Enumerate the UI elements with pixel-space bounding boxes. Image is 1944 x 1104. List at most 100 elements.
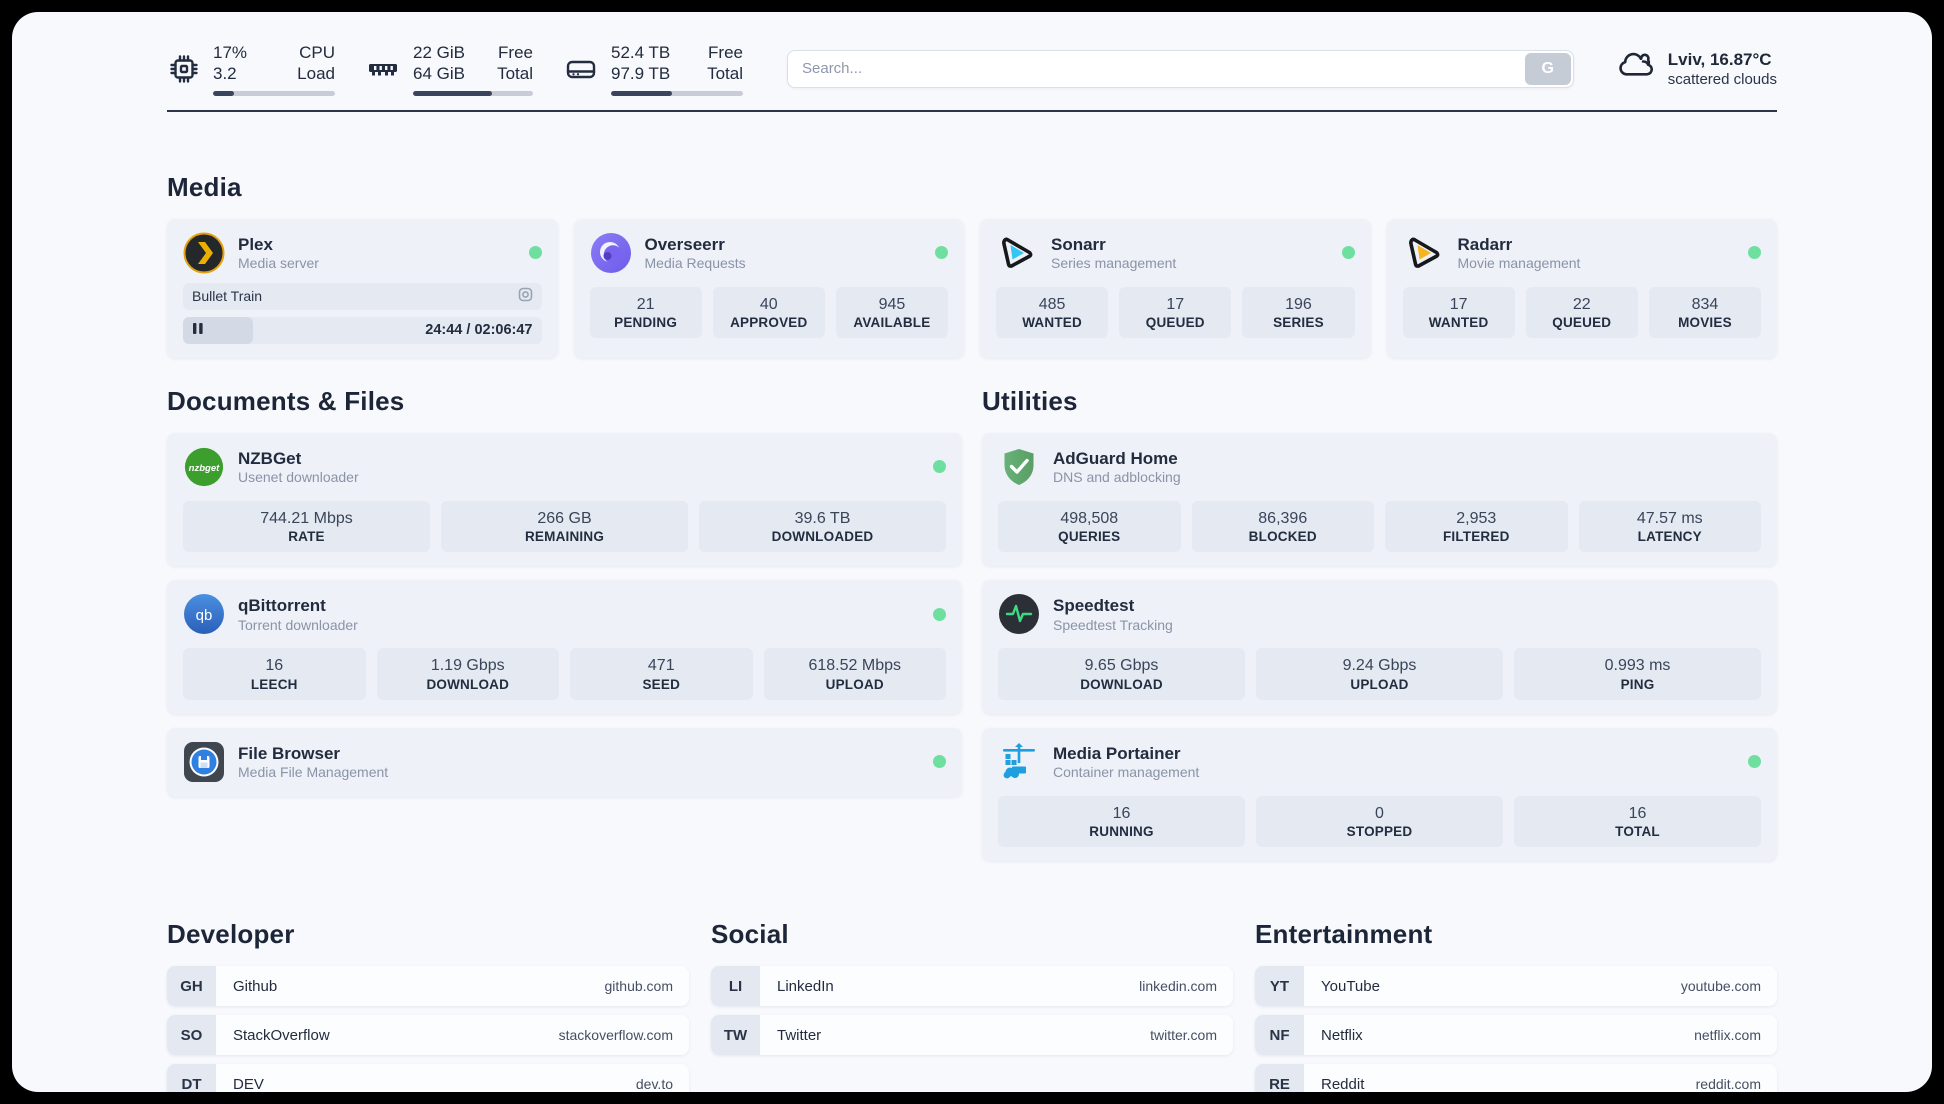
bookmark-reddit[interactable]: RE Reddit reddit.com	[1255, 1064, 1777, 1092]
status-dot	[935, 246, 948, 259]
speedtest-icon	[998, 593, 1040, 635]
bookmark-name: Github	[233, 977, 278, 995]
status-dot	[528, 246, 542, 259]
bookmark-abbr: YT	[1255, 966, 1304, 1007]
bookmark-netflix[interactable]: NF Netflix netflix.com	[1255, 1015, 1777, 1056]
section-title-documents: Documents & Files	[167, 385, 405, 416]
bookmark-abbr: NF	[1255, 1015, 1304, 1056]
stat-total: 16 TOTAL	[1514, 795, 1761, 848]
radarr-icon	[1403, 232, 1445, 274]
bookmark-youtube[interactable]: YT YouTube youtube.com	[1255, 966, 1777, 1007]
bookmark-abbr: SO	[167, 1015, 216, 1056]
cpu-icon	[167, 52, 201, 86]
header-divider	[167, 109, 1777, 112]
stat-upload: 618.52 Mbps UPLOAD	[763, 648, 946, 700]
plex-progress-row: 24:44 / 02:06:47	[183, 316, 542, 344]
bookmark-linkedin[interactable]: LI LinkedIn linkedin.com	[711, 966, 1233, 1007]
weather-location: Lviv, 16.87°C	[1667, 50, 1772, 70]
svg-text:nzbget: nzbget	[189, 462, 221, 473]
service-card-adguard[interactable]: AdGuard Home DNS and adblocking 498,508 Q…	[982, 432, 1777, 567]
bookmark-github[interactable]: GH Github github.com	[167, 966, 689, 1007]
bookmark-abbr: GH	[167, 966, 216, 1007]
stat-queued: 22 QUEUED	[1525, 286, 1638, 339]
service-card-sonarr[interactable]: Sonarr Series management 485 WANTED 17 QUE…	[980, 218, 1371, 358]
section-documents: Documents & Files nzbget NZBGet U	[167, 386, 962, 862]
card-subtitle: Media Requests	[644, 255, 746, 272]
card-title: qBittorrent	[238, 596, 326, 616]
overseerr-icon	[590, 232, 632, 274]
card-title: NZBGet	[238, 448, 302, 468]
memory-free-value: 22 GiB	[413, 43, 465, 62]
bookmark-name: StackOverflow	[233, 1026, 330, 1044]
plex-icon	[183, 232, 225, 274]
stat-available: 945 AVAILABLE	[835, 286, 949, 339]
disk-progress-bar	[611, 90, 743, 96]
bookmark-group-entertainment: Entertainment YT YouTube youtube.com NF …	[1255, 919, 1777, 1092]
weather-widget: Lviv, 16.87°C scattered clouds	[1614, 46, 1777, 91]
card-subtitle: DNS and adblocking	[1053, 469, 1181, 486]
bookmark-name: DEV	[233, 1075, 264, 1092]
card-title: Sonarr	[1051, 234, 1106, 254]
bookmark-stackoverflow[interactable]: SO StackOverflow stackoverflow.com	[167, 1015, 689, 1056]
adguard-icon	[998, 446, 1040, 488]
card-subtitle: Speedtest Tracking	[1053, 616, 1173, 633]
cloud-icon	[1614, 46, 1656, 91]
bookmark-dev[interactable]: DT DEV dev.to	[167, 1064, 689, 1092]
service-card-qbittorrent[interactable]: qb qBittorrent Torrent downloader 16 LEEC…	[167, 580, 962, 714]
stat-queued: 17 QUEUED	[1119, 286, 1232, 339]
bookmark-twitter[interactable]: TW Twitter twitter.com	[711, 1015, 1233, 1056]
card-subtitle: Media server	[238, 255, 319, 272]
service-card-plex[interactable]: Plex Media server Bullet Train	[167, 218, 558, 358]
stat-ping: 0.993 ms PING	[1514, 648, 1761, 700]
stat-download: 1.19 Gbps DOWNLOAD	[376, 648, 559, 700]
bookmark-url: youtube.com	[1680, 978, 1761, 995]
stat-upload: 9.24 Gbps UPLOAD	[1256, 648, 1503, 700]
service-card-overseerr[interactable]: Overseerr Media Requests 21 PENDING 40 APP…	[573, 218, 964, 358]
nzbget-icon: nzbget	[183, 446, 225, 488]
bookmark-name: Netflix	[1321, 1026, 1363, 1044]
service-card-filebrowser[interactable]: File Browser Media File Management	[167, 727, 962, 797]
card-title: File Browser	[238, 744, 341, 764]
memory-total-label: Total	[497, 64, 533, 84]
status-dot	[1748, 246, 1761, 259]
session-icon	[518, 287, 533, 305]
bookmark-abbr: LI	[711, 966, 760, 1007]
memory-progress-bar	[413, 90, 533, 96]
search-input[interactable]	[787, 49, 1574, 88]
stat-leech: 16 LEECH	[183, 648, 366, 700]
stat-downloaded: 39.6 TB DOWNLOADED	[699, 500, 946, 553]
media-card-grid: Plex Media server Bullet Train	[167, 218, 1777, 358]
stat-movies: 834 MOVIES	[1648, 286, 1762, 339]
svg-text:qb: qb	[196, 607, 213, 624]
card-title: AdGuard Home	[1053, 448, 1178, 468]
card-subtitle: Torrent downloader	[238, 616, 358, 633]
bookmark-url: reddit.com	[1695, 1076, 1761, 1092]
card-subtitle: Container management	[1053, 764, 1200, 781]
service-card-nzbget[interactable]: nzbget NZBGet Usenet downloader 744.21 M…	[167, 432, 962, 567]
section-title-entertainment: Entertainment	[1255, 919, 1433, 950]
service-card-portainer[interactable]: Media Portainer Container management 16 R…	[982, 727, 1777, 862]
dashboard-page: 17% CPU 3.2 Load 22 GiB Free	[12, 12, 1932, 1092]
bookmark-url: twitter.com	[1150, 1027, 1217, 1044]
section-title-utilities: Utilities	[982, 385, 1078, 416]
bookmark-group-developer: Developer GH Github github.com SO StackO…	[167, 919, 689, 1092]
memory-icon	[365, 52, 401, 86]
stat-download: 9.65 Gbps DOWNLOAD	[998, 648, 1245, 700]
search-provider-button[interactable]: G	[1524, 52, 1571, 85]
bookmark-url: dev.to	[635, 1076, 673, 1092]
section-title-developer: Developer	[167, 919, 295, 950]
resource-widgets: 17% CPU 3.2 Load 22 GiB Free	[167, 42, 743, 96]
bookmark-abbr: DT	[167, 1064, 216, 1092]
stat-wanted: 17 WANTED	[1402, 286, 1515, 339]
stat-queries: 498,508 QUERIES	[998, 500, 1181, 553]
stat-stopped: 0 STOPPED	[1256, 795, 1503, 848]
service-card-radarr[interactable]: Radarr Movie management 17 WANTED 22 QUEUE…	[1386, 218, 1777, 358]
status-dot	[1341, 246, 1355, 259]
memory-free-label: Free	[498, 43, 533, 62]
service-card-speedtest[interactable]: Speedtest Speedtest Tracking 9.65 Gbps DO…	[982, 580, 1777, 714]
disk-free-label: Free	[708, 43, 743, 62]
status-dot	[933, 460, 946, 473]
stat-remaining: 266 GB REMAINING	[441, 500, 688, 553]
bookmark-url: linkedin.com	[1139, 978, 1217, 995]
card-subtitle: Movie management	[1457, 255, 1581, 272]
